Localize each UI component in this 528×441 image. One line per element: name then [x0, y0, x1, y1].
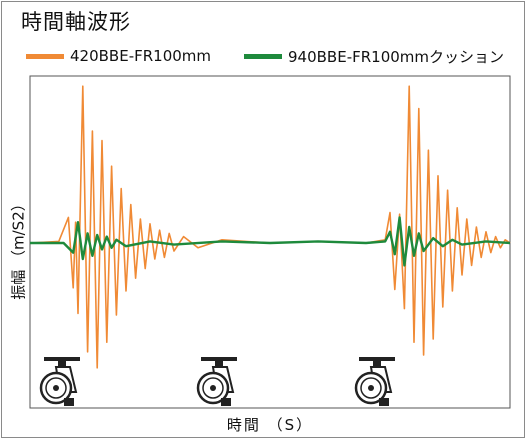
legend-label-orange: 420BBE-FR100mm	[70, 47, 212, 65]
legend-swatch-orange	[26, 53, 64, 59]
caster-wheel-icon	[196, 357, 237, 406]
y-axis-label: 振幅 （m/S2）	[9, 196, 28, 300]
chart-title: 時間軸波形	[21, 10, 131, 34]
legend-swatch-green	[244, 53, 282, 59]
legend-item-green: 940BBE-FR100mmクッション	[244, 47, 505, 66]
series-layer	[29, 85, 511, 369]
series-line-green	[30, 216, 511, 267]
x-axis-label: 時間 （S）	[226, 416, 314, 434]
series-line-orange	[29, 85, 511, 369]
caster-wheel-icon	[39, 357, 80, 406]
legend-item-orange: 420BBE-FR100mm	[26, 47, 211, 65]
icon-layer	[39, 357, 395, 406]
caster-wheel-icon	[354, 357, 395, 406]
legend-label-green: 940BBE-FR100mmクッション	[288, 47, 505, 66]
